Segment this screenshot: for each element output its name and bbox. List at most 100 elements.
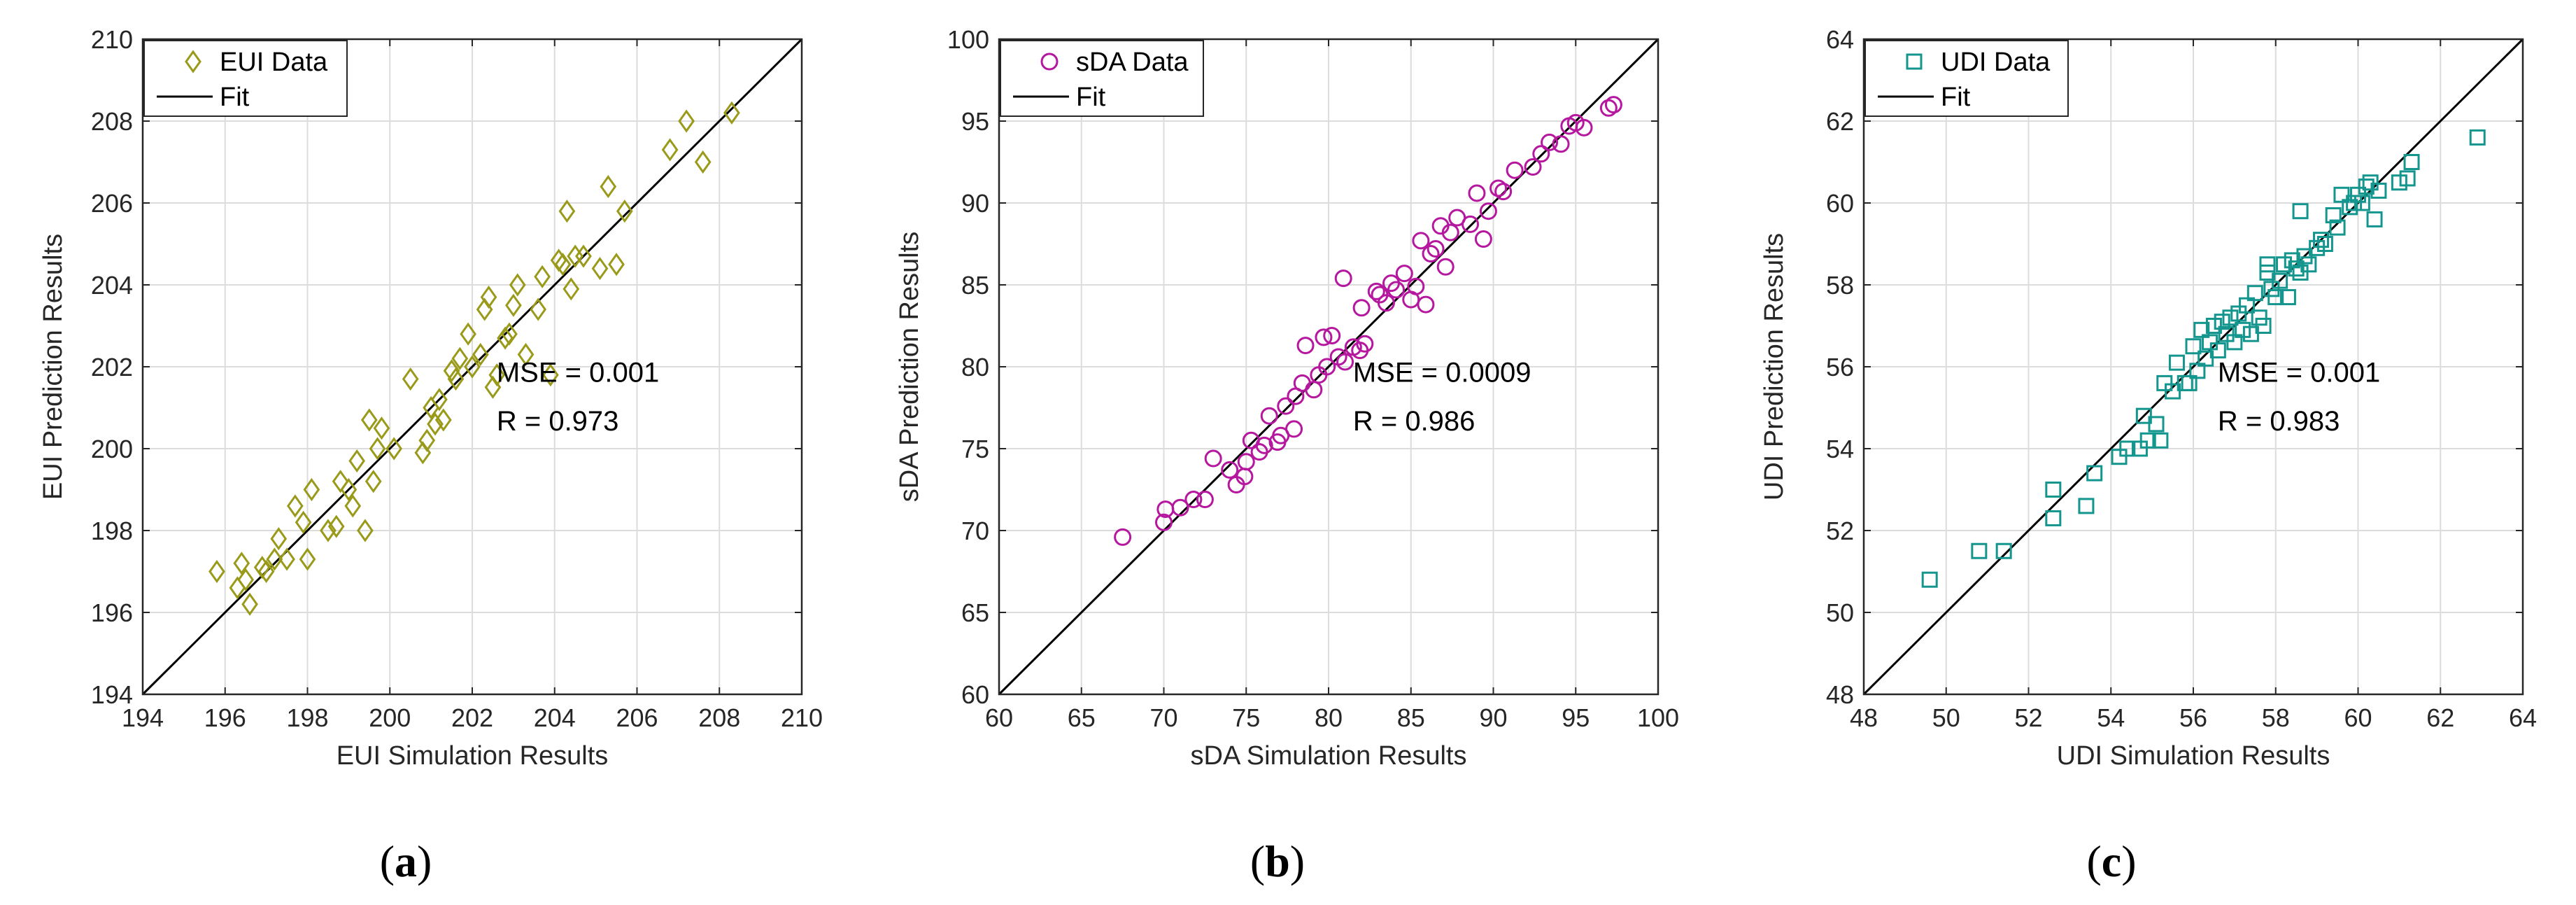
legend-data-marker <box>185 50 201 73</box>
x-tick-label: 60 <box>2344 703 2372 732</box>
data-point <box>2189 363 2206 379</box>
r-annotation: R = 0.983 <box>2218 406 2340 437</box>
data-point <box>1395 265 1413 283</box>
data-point <box>1323 327 1341 345</box>
data-point <box>340 477 358 502</box>
data-point <box>2214 314 2230 330</box>
x-tick-label: 208 <box>698 703 740 732</box>
data-point <box>278 547 295 571</box>
data-point <box>505 293 522 317</box>
data-point <box>661 138 679 162</box>
data-point <box>2391 174 2407 191</box>
data-point <box>303 477 320 502</box>
data-point <box>2354 195 2370 211</box>
data-point <box>1462 215 1480 233</box>
mse-annotation: MSE = 0.0009 <box>1353 358 1531 388</box>
x-tick-label: 204 <box>534 703 576 732</box>
data-point <box>360 408 378 432</box>
data-point <box>1387 281 1406 299</box>
data-point <box>1155 513 1173 531</box>
data-point <box>1604 96 1622 114</box>
data-point <box>2309 239 2326 256</box>
data-point <box>616 199 633 223</box>
x-axis-label: EUI Simulation Results <box>337 741 609 771</box>
data-point <box>2469 129 2486 146</box>
data-point <box>1524 158 1542 176</box>
data-point <box>509 273 526 297</box>
data-point <box>1436 258 1455 276</box>
data-point <box>257 559 275 584</box>
data-point <box>2325 207 2342 224</box>
y-tick-label: 75 <box>961 435 989 463</box>
y-tick-label: 194 <box>91 680 133 709</box>
data-point <box>2139 432 2156 449</box>
data-point <box>1171 498 1189 517</box>
panel-a-chart: 194 196 198 200 202 204 206 208 210 194 196 198 200 2… <box>38 25 823 886</box>
y-tick-label: 58 <box>1826 271 1854 300</box>
x-tick-label: 206 <box>616 703 658 732</box>
data-point <box>2329 219 2346 236</box>
data-point <box>385 437 402 461</box>
data-point <box>1541 133 1559 151</box>
legend-fit-label: Fit <box>220 83 250 112</box>
data-point <box>2362 174 2379 191</box>
data-point <box>2045 510 2062 526</box>
data-point <box>1479 202 1497 220</box>
data-point <box>2346 195 2363 211</box>
data-point <box>608 253 625 276</box>
x-tick-label: 196 <box>204 703 246 732</box>
y-tick-label: 90 <box>961 189 989 218</box>
data-point <box>2086 465 2103 482</box>
y-tick-label: 208 <box>91 107 133 136</box>
x-tick-label: 52 <box>2014 703 2042 732</box>
data-point <box>2403 154 2420 170</box>
data-point <box>2284 252 2300 269</box>
mse-annotation: MSE = 0.001 <box>497 358 659 388</box>
data-point <box>1417 295 1435 314</box>
data-point <box>2119 440 2136 457</box>
y-axis-label: sDA Prediction Results <box>895 232 924 503</box>
r-annotation: R = 0.986 <box>1353 406 1475 437</box>
data-point <box>1532 145 1550 163</box>
data-point <box>1494 183 1513 201</box>
data-point <box>1356 335 1374 353</box>
data-point <box>1474 230 1492 248</box>
data-point <box>2198 350 2214 367</box>
data-point <box>694 150 712 174</box>
data-point <box>431 388 448 412</box>
data-point <box>1296 337 1315 355</box>
data-point <box>327 514 345 538</box>
data-point <box>460 322 476 346</box>
data-point <box>2205 318 2222 334</box>
data-point <box>365 470 382 493</box>
data-point <box>2259 264 2276 281</box>
data-point <box>2288 260 2305 277</box>
panel-c-chart: 48 50 52 54 56 58 60 62 64 48 50 52 54 56 58 60 62 64 UDI … <box>1760 25 2537 886</box>
mse-annotation: MSE = 0.001 <box>2218 358 2380 388</box>
y-axis-label: UDI Prediction Results <box>1760 233 1789 500</box>
x-tick-label: 80 <box>1315 703 1343 732</box>
legend-data-label: sDA Data <box>1076 48 1189 77</box>
x-axis-label: sDA Simulation Results <box>1191 741 1467 771</box>
data-point <box>1468 184 1486 202</box>
legend-box <box>1000 40 1204 117</box>
data-point <box>451 346 469 370</box>
y-tick-label: 210 <box>91 25 133 54</box>
data-point <box>1336 353 1354 371</box>
data-point <box>2358 178 2375 195</box>
data-point <box>2251 309 2267 326</box>
data-point <box>517 342 535 367</box>
data-point <box>678 109 695 133</box>
data-point <box>266 547 283 571</box>
data-point <box>2152 432 2169 449</box>
data-point <box>1184 491 1203 509</box>
x-tick-label: 85 <box>1397 703 1425 732</box>
data-point <box>1367 282 1385 300</box>
data-point <box>600 175 617 199</box>
panel-b-chart: 60 65 70 75 80 85 90 95 100 60 65 70 75 80 85 90 95 100 sD… <box>895 25 1679 886</box>
data-point <box>472 342 489 367</box>
data-point <box>1995 542 2012 559</box>
y-tick-label: 202 <box>91 353 133 381</box>
data-point <box>208 559 225 584</box>
data-point <box>1506 161 1524 179</box>
